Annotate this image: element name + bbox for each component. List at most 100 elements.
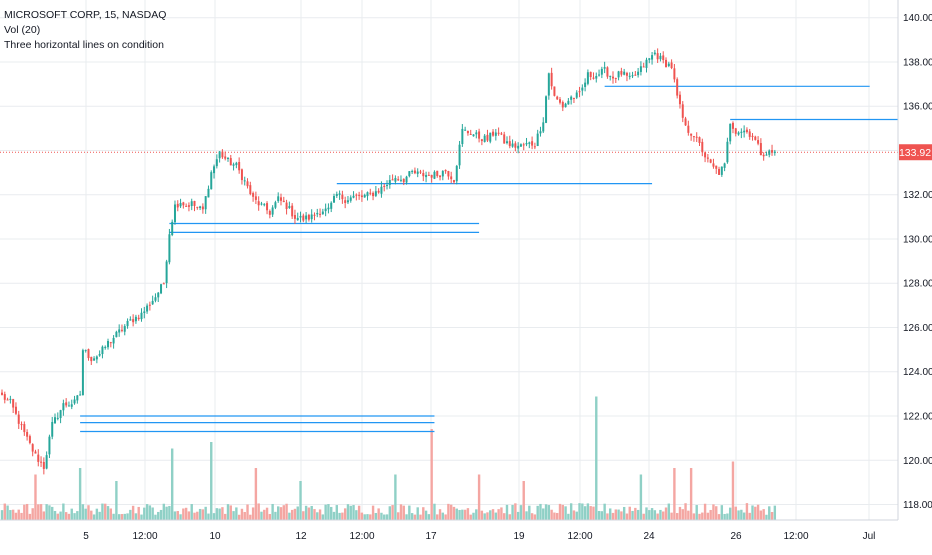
volume-bar (673, 468, 676, 520)
candle (254, 191, 257, 205)
candle (612, 71, 615, 84)
volume-bar (628, 506, 631, 520)
candle (492, 129, 495, 137)
candle (101, 345, 104, 359)
candle (408, 171, 411, 178)
candle (249, 181, 252, 196)
candle (199, 205, 202, 211)
candle (112, 335, 115, 349)
candle (651, 52, 654, 65)
volume-bar (737, 510, 740, 520)
volume-indicator-label[interactable]: Vol (20) (4, 24, 41, 36)
price-axis[interactable]: 140.00138.00136.00134.00132.00130.00128.… (903, 13, 932, 511)
candle (729, 123, 732, 145)
candle (238, 157, 241, 174)
candle (87, 348, 90, 361)
volume-bar (198, 508, 202, 520)
volume-bar (422, 507, 425, 520)
symbol-title[interactable]: MICROSOFT CORP, 15, NASDAQ (4, 9, 167, 21)
volume-bar (157, 511, 160, 520)
candle (561, 100, 564, 112)
indicator-label[interactable]: Three horizontal lines on condition (4, 39, 164, 51)
candle (625, 71, 628, 82)
volume-bar (391, 505, 394, 520)
volume-bar (165, 506, 168, 520)
candle (631, 71, 634, 79)
price-tick-label: 130.00 (903, 234, 932, 245)
candle (684, 116, 687, 126)
volume-bar (742, 512, 746, 520)
price-tick-label: 132.00 (903, 190, 932, 201)
candle (45, 451, 48, 470)
volume-bar (215, 508, 219, 520)
candle (536, 129, 539, 147)
candle (76, 394, 79, 404)
volume-bar (695, 505, 698, 520)
volume-bar (123, 513, 126, 520)
price-tick-label: 128.00 (903, 279, 932, 290)
volume-bar (274, 511, 277, 520)
candle (213, 164, 216, 179)
candle (280, 193, 282, 206)
volume-bar (346, 504, 350, 520)
volume-bar (137, 506, 140, 520)
candle (321, 208, 324, 215)
candle (748, 128, 751, 140)
volume-bar (37, 504, 40, 520)
candle (419, 169, 422, 174)
candle (232, 162, 235, 171)
candle (296, 212, 299, 221)
candle (670, 59, 673, 70)
volume-bar (159, 509, 163, 520)
volume-bar (701, 512, 704, 520)
volume-bar (514, 503, 517, 520)
volume-bar (603, 503, 606, 520)
candle (659, 52, 662, 62)
candle (656, 48, 659, 63)
candle (745, 127, 748, 134)
volume-bar (770, 512, 774, 520)
candle (6, 397, 9, 401)
volume-bar (575, 511, 578, 520)
volume-bar (756, 504, 760, 520)
volume-bar (458, 509, 461, 520)
volume-bar (583, 506, 587, 520)
candle (720, 166, 723, 177)
volume-bar (553, 512, 556, 520)
volume-bar (224, 513, 227, 520)
candle (547, 72, 550, 100)
candle (305, 212, 308, 224)
volume-bar (609, 508, 612, 520)
volume-bar (642, 513, 645, 520)
volume-bar (45, 504, 48, 520)
candle (425, 171, 428, 183)
volume-bar (126, 513, 129, 520)
time-axis[interactable]: 5 12:00 10 12 12:00 17 19 12:00 24 26 12:00 Jul (83, 531, 875, 542)
candle (70, 399, 73, 410)
time-tick-label: 5 (83, 531, 89, 542)
candle (737, 131, 740, 136)
volume-bar (204, 506, 207, 520)
candle (508, 135, 511, 149)
volume-bar (561, 504, 564, 520)
candle (162, 282, 165, 285)
candle (525, 137, 528, 147)
candle (444, 169, 447, 174)
volume-bar (402, 505, 405, 520)
volume-bar (692, 513, 696, 520)
volume-bar (558, 503, 562, 520)
volume-bar (620, 511, 623, 520)
candle (271, 205, 274, 217)
candle (84, 349, 87, 353)
volume-bar (430, 429, 433, 520)
volume-bar (288, 512, 291, 520)
candle (37, 449, 40, 467)
volume-bar (416, 507, 419, 520)
volume-bar (489, 510, 492, 520)
candle (648, 58, 651, 64)
price-tick-label: 126.00 (903, 323, 932, 334)
candle (433, 170, 436, 180)
candle (556, 95, 559, 100)
